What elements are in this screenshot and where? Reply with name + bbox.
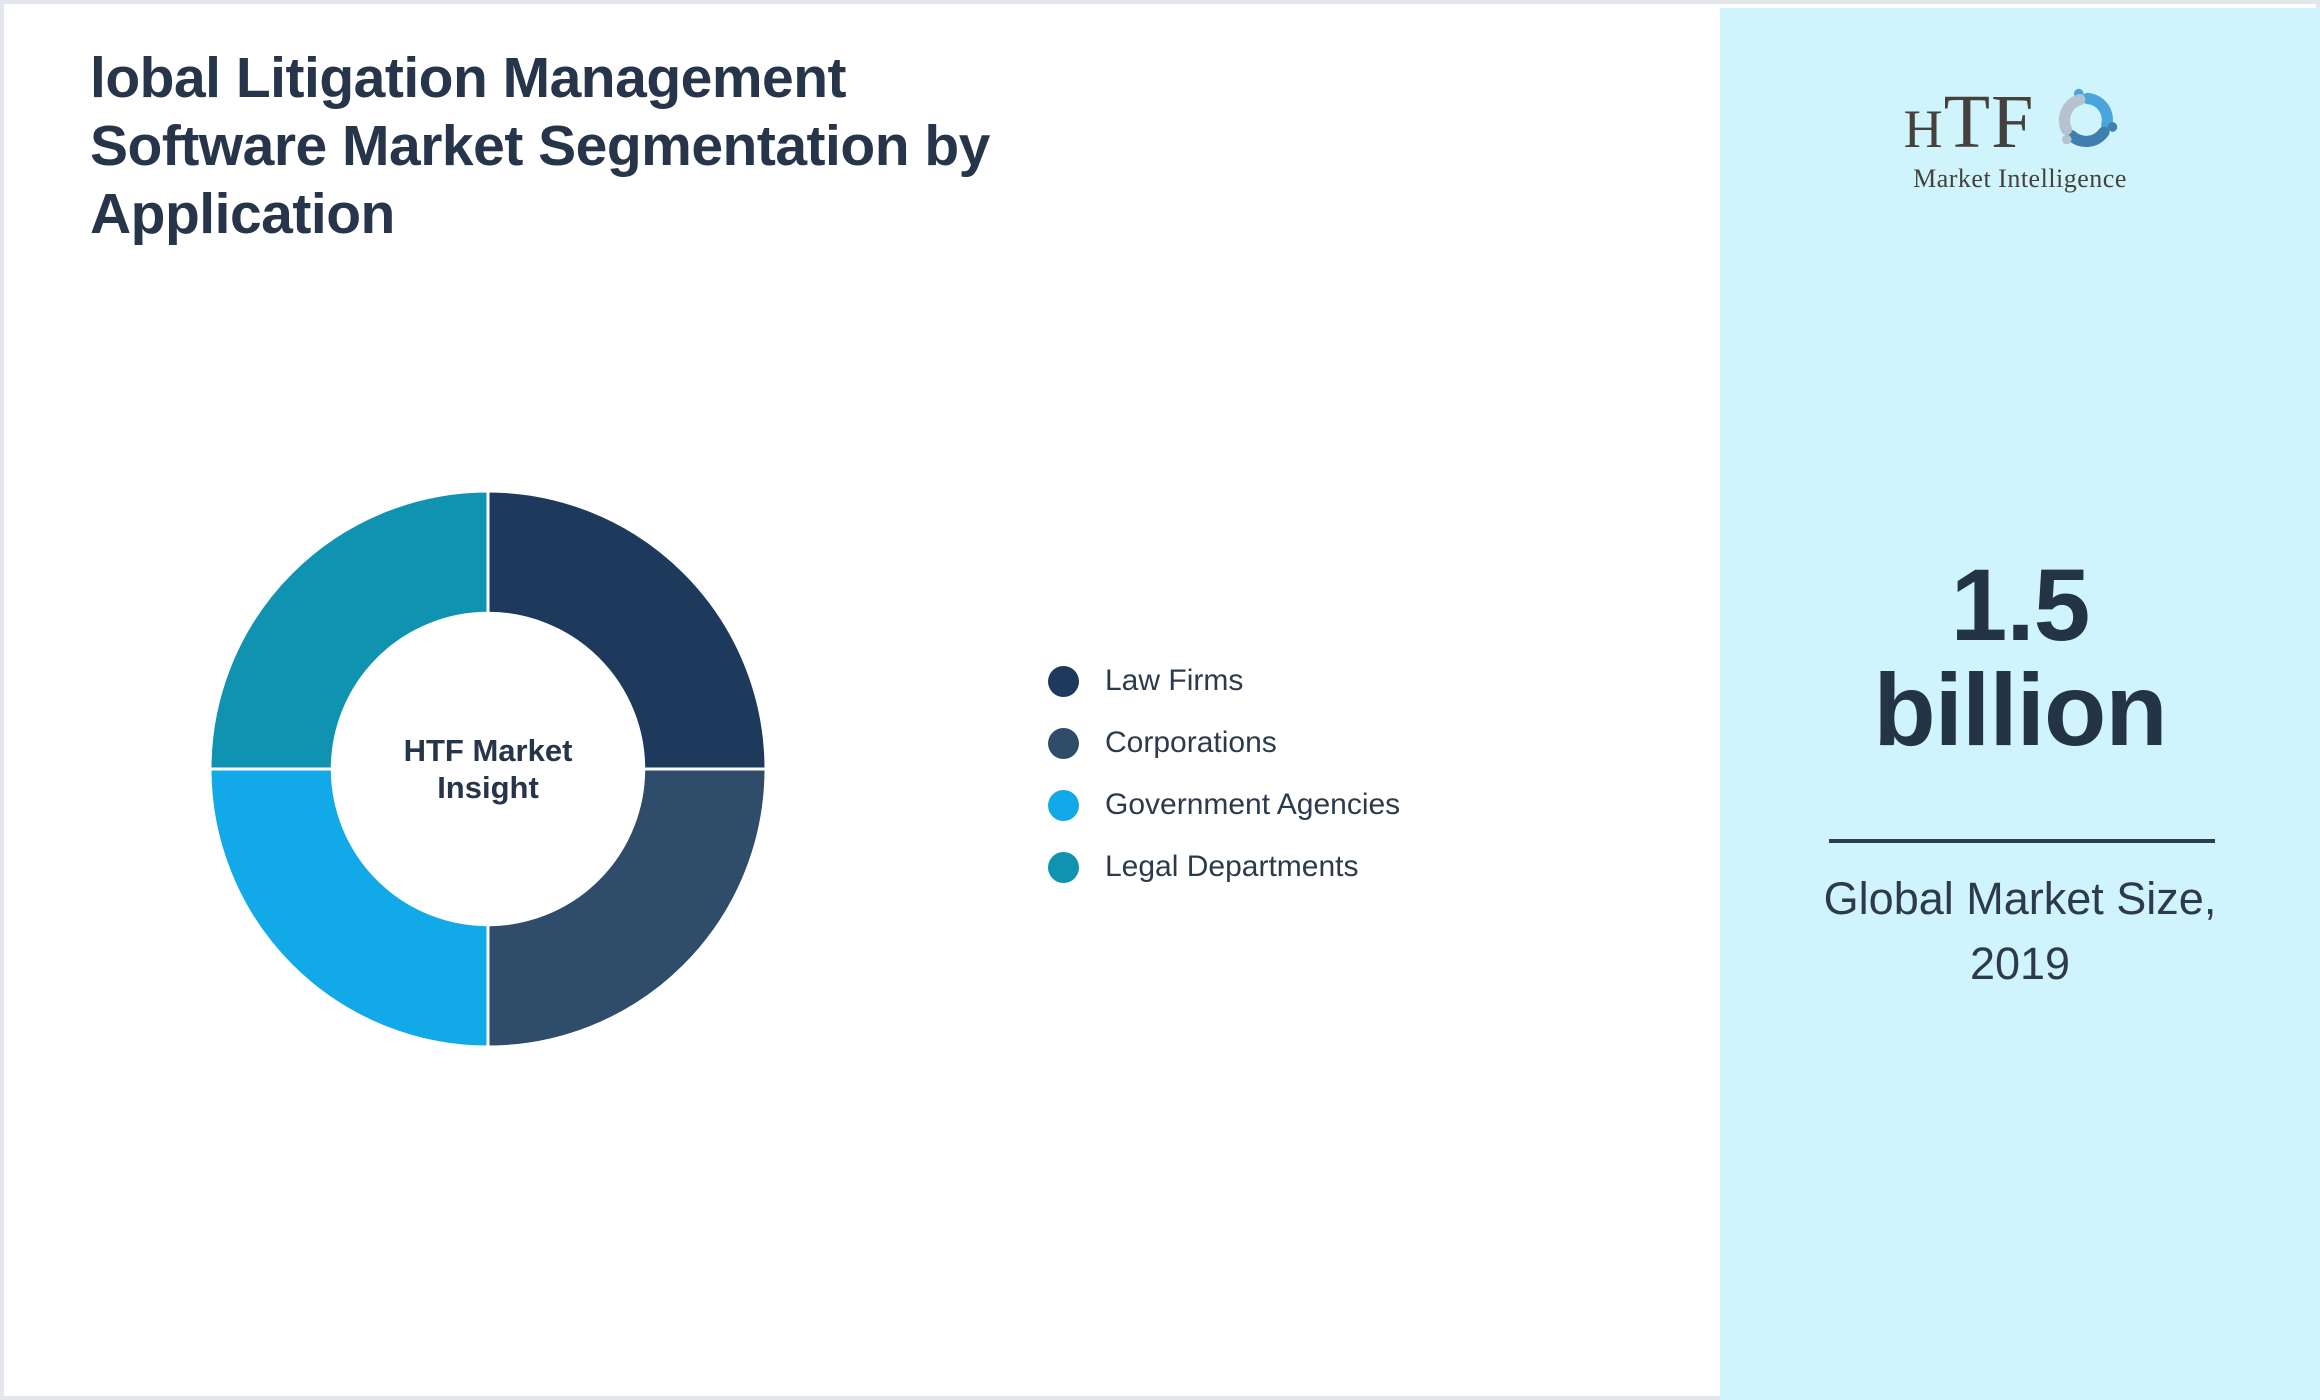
legend-label: Government Agencies [1105,788,1401,821]
legend-item-legal-departments: Legal Departments [1048,850,1400,883]
htf-logo-subtitle: Market Intelligence [1913,164,2127,193]
donut-segment-0 [486,489,768,771]
market-size-caption: Global Market Size, 2019 [1823,873,2217,989]
legend-item-government-agencies: Government Agencies [1048,788,1401,821]
market-size-value: 1.5 billion [1873,548,2167,767]
donut-segment-1 [486,767,768,1049]
htf-logo-text: HTF [1903,80,2035,164]
stat-divider [1829,839,2215,843]
legend-swatch-icon [1048,727,1079,759]
legend-item-corporations: Corporations [1048,726,1400,759]
donut-chart: HTF Market Insight [208,489,768,1049]
chart-legend: Law Firms Corporations Government Agenci… [1048,664,1401,883]
legend-swatch-icon [1048,789,1079,821]
sidebar: HTF Market Intelligence 1.5 billion [1720,8,2320,1400]
donut-chart-svg [208,489,768,1049]
htf-logo: HTF Market Intelligence [1720,80,2320,194]
legend-swatch-icon [1048,851,1079,883]
donut-segment-3 [208,489,490,771]
page-title-line-2: Software Market Segmentation by [90,114,990,178]
legend-label: Law Firms [1105,664,1244,697]
legend-label: Corporations [1105,726,1277,759]
donut-segment-2 [208,767,490,1049]
legend-item-law-firms: Law Firms [1048,664,1400,697]
legend-label: Legal Departments [1105,850,1359,883]
page-title-line-3: Application [90,182,395,246]
page-title: lobal Litigation Management Software Mar… [90,44,1590,248]
legend-swatch-icon [1048,665,1079,697]
dolphin-swirl-icon [2036,80,2136,160]
page-title-line-1: lobal Litigation Management [90,46,847,110]
